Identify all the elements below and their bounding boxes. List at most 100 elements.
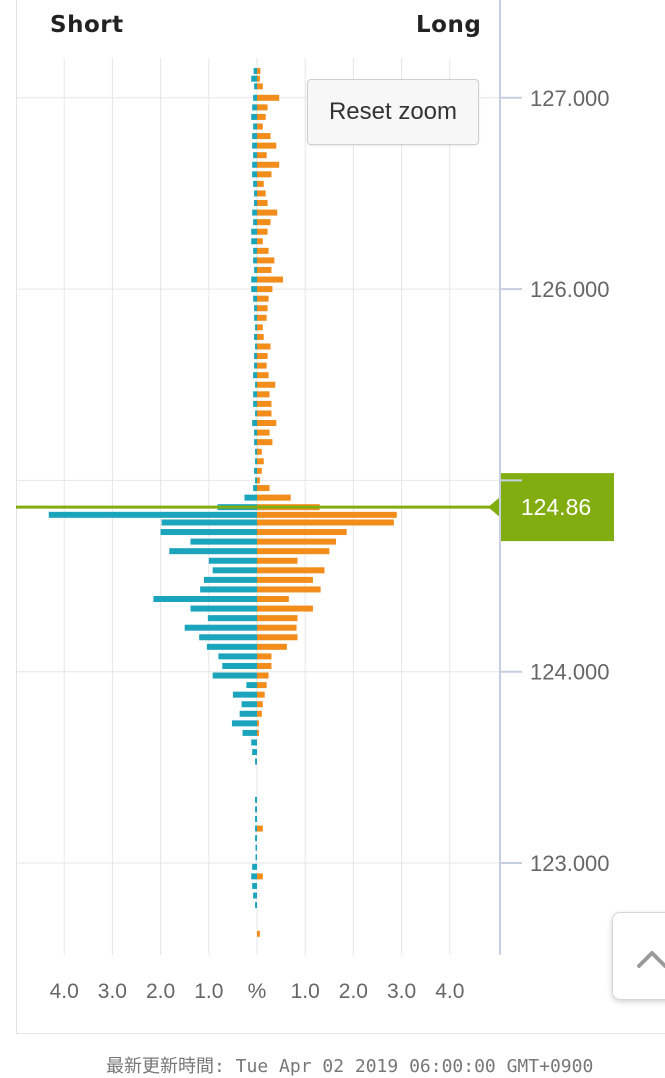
short-bar[interactable]: [255, 343, 257, 350]
long-bar[interactable]: [257, 605, 313, 612]
long-bar[interactable]: [257, 485, 270, 492]
short-bar[interactable]: [208, 557, 257, 564]
long-bar[interactable]: [257, 662, 272, 669]
long-bar[interactable]: [257, 701, 263, 708]
long-bar[interactable]: [257, 557, 298, 564]
short-bar[interactable]: [255, 796, 257, 803]
long-bar[interactable]: [257, 305, 268, 312]
long-bar[interactable]: [257, 615, 298, 622]
long-bar[interactable]: [257, 624, 297, 631]
long-bar[interactable]: [257, 152, 267, 159]
long-bar[interactable]: [257, 548, 330, 555]
short-bar[interactable]: [206, 643, 257, 650]
short-bar[interactable]: [254, 429, 257, 436]
short-bar[interactable]: [252, 171, 257, 178]
short-bar[interactable]: [212, 567, 257, 574]
long-bar[interactable]: [257, 372, 269, 379]
short-bar[interactable]: [255, 806, 257, 813]
long-bar[interactable]: [257, 142, 277, 149]
long-bar[interactable]: [257, 343, 271, 350]
long-bar[interactable]: [257, 458, 264, 465]
short-bar[interactable]: [254, 353, 257, 360]
short-bar[interactable]: [251, 75, 257, 82]
short-bar[interactable]: [254, 439, 257, 446]
scroll-to-top-button[interactable]: [612, 912, 665, 1000]
short-bar[interactable]: [252, 142, 257, 149]
long-bar[interactable]: [257, 586, 321, 593]
long-bar[interactable]: [257, 729, 259, 736]
short-bar[interactable]: [253, 400, 257, 407]
short-bar[interactable]: [251, 739, 257, 746]
short-bar[interactable]: [254, 266, 257, 273]
short-bar[interactable]: [254, 333, 257, 340]
short-bar[interactable]: [252, 420, 257, 427]
long-bar[interactable]: [257, 113, 266, 120]
short-bar[interactable]: [254, 200, 257, 207]
long-bar[interactable]: [257, 930, 260, 937]
long-bar[interactable]: [257, 519, 394, 526]
long-bar[interactable]: [257, 94, 280, 101]
short-bar[interactable]: [239, 710, 257, 717]
short-bar[interactable]: [255, 458, 257, 465]
long-bar[interactable]: [257, 643, 287, 650]
short-bar[interactable]: [190, 605, 257, 612]
short-bar[interactable]: [255, 758, 257, 765]
long-bar[interactable]: [257, 286, 273, 293]
long-bar[interactable]: [257, 133, 271, 140]
long-bar[interactable]: [257, 247, 269, 254]
short-bar[interactable]: [252, 133, 257, 140]
short-bar[interactable]: [200, 586, 257, 593]
short-bar[interactable]: [253, 68, 257, 75]
long-bar[interactable]: [257, 314, 267, 321]
long-bar[interactable]: [257, 68, 261, 75]
long-bar[interactable]: [257, 161, 280, 168]
long-bar[interactable]: [257, 171, 272, 178]
short-bar[interactable]: [252, 104, 257, 111]
long-bar[interactable]: [257, 295, 269, 302]
long-bar[interactable]: [257, 653, 272, 660]
short-bar[interactable]: [255, 410, 257, 417]
long-bar[interactable]: [257, 529, 347, 536]
long-bar[interactable]: [257, 720, 259, 727]
short-bar[interactable]: [252, 161, 257, 168]
short-bar[interactable]: [252, 749, 257, 756]
short-bar[interactable]: [244, 494, 257, 501]
long-bar[interactable]: [257, 420, 277, 427]
long-bar[interactable]: [257, 333, 264, 340]
long-bar[interactable]: [257, 567, 325, 574]
short-bar[interactable]: [255, 844, 258, 851]
long-bar[interactable]: [257, 477, 260, 484]
long-bar[interactable]: [257, 467, 262, 474]
short-bar[interactable]: [231, 720, 257, 727]
short-bar[interactable]: [253, 247, 257, 254]
short-bar[interactable]: [251, 286, 257, 293]
long-bar[interactable]: [257, 266, 272, 273]
long-bar[interactable]: [257, 276, 284, 283]
long-bar[interactable]: [257, 391, 270, 398]
short-bar[interactable]: [48, 511, 257, 518]
short-bar[interactable]: [251, 873, 257, 880]
long-bar[interactable]: [257, 257, 275, 264]
long-bar[interactable]: [257, 362, 267, 369]
long-bar[interactable]: [257, 596, 289, 603]
short-bar[interactable]: [255, 825, 257, 832]
short-bar[interactable]: [161, 519, 257, 526]
short-bar[interactable]: [212, 672, 257, 679]
short-bar[interactable]: [255, 324, 257, 331]
short-bar[interactable]: [253, 391, 257, 398]
long-bar[interactable]: [257, 682, 267, 689]
short-bar[interactable]: [203, 576, 257, 583]
short-bar[interactable]: [252, 863, 257, 870]
short-bar[interactable]: [251, 238, 257, 245]
short-bar[interactable]: [255, 477, 257, 484]
short-bar[interactable]: [253, 372, 257, 379]
short-bar[interactable]: [251, 276, 257, 283]
short-bar[interactable]: [153, 596, 257, 603]
short-bar[interactable]: [253, 94, 257, 101]
short-bar[interactable]: [241, 701, 257, 708]
long-bar[interactable]: [257, 219, 271, 226]
short-bar[interactable]: [255, 816, 257, 823]
long-bar[interactable]: [257, 576, 313, 583]
short-bar[interactable]: [169, 548, 257, 555]
short-bar[interactable]: [254, 467, 257, 474]
